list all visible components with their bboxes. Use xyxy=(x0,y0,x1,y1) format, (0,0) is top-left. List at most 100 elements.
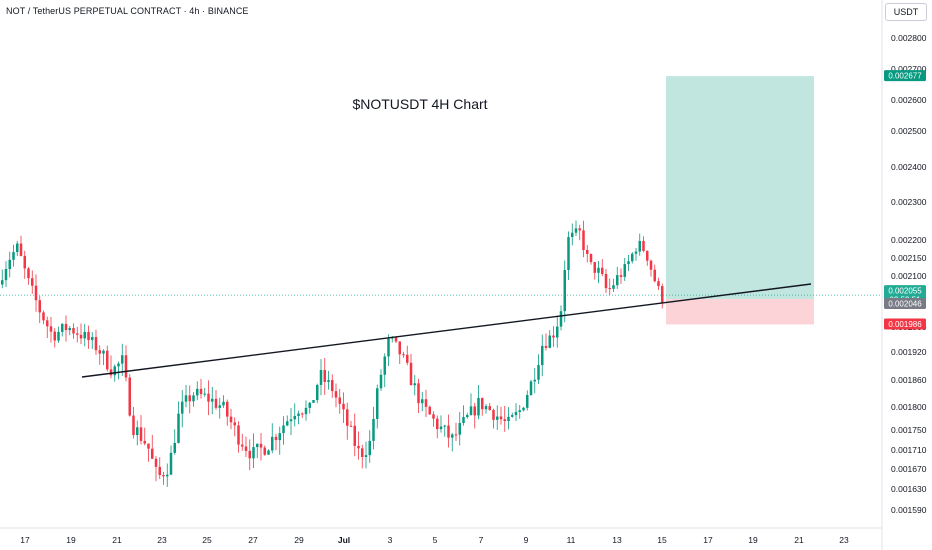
x-tick-label: Jul xyxy=(338,535,350,545)
candle-body xyxy=(353,425,356,446)
candle xyxy=(94,329,98,355)
candle xyxy=(368,430,371,463)
candle-body xyxy=(376,388,379,419)
candle xyxy=(556,315,559,348)
candle xyxy=(533,368,536,394)
candle xyxy=(492,408,495,429)
x-tick-label: 15 xyxy=(657,535,667,545)
candle-body xyxy=(556,326,559,338)
candle-body xyxy=(657,281,660,287)
price-badge-label: 0.002046 xyxy=(888,299,922,308)
candle xyxy=(304,400,308,421)
candle-body xyxy=(507,416,510,422)
candle xyxy=(151,434,154,460)
price-badge: 0.002677 xyxy=(884,70,926,82)
candle xyxy=(601,258,604,277)
candle xyxy=(252,433,255,469)
candle xyxy=(72,323,75,339)
candle xyxy=(342,392,345,424)
candle-body xyxy=(293,415,296,420)
candle xyxy=(331,374,334,398)
candle xyxy=(544,333,548,351)
candle-body xyxy=(342,403,345,410)
candle-body xyxy=(488,406,491,410)
candle xyxy=(376,384,379,429)
candle xyxy=(237,421,240,453)
candle-body xyxy=(211,398,214,402)
candle xyxy=(53,328,56,348)
candle xyxy=(8,251,11,278)
candle-body xyxy=(327,380,330,382)
candle xyxy=(623,257,626,281)
candle-body xyxy=(559,311,563,327)
candle xyxy=(383,353,386,388)
candle xyxy=(402,351,405,358)
candle xyxy=(372,406,375,450)
candle xyxy=(87,325,90,349)
candle xyxy=(49,316,53,343)
candle-body xyxy=(169,452,173,475)
candle-body xyxy=(263,447,266,455)
candle-body xyxy=(612,285,615,289)
candle-body xyxy=(316,384,319,401)
candle-body xyxy=(301,413,304,415)
candle xyxy=(241,433,244,451)
candle-body xyxy=(522,407,525,411)
candle-body xyxy=(91,337,94,341)
candle xyxy=(177,401,180,444)
candle-body xyxy=(139,427,143,441)
candle-body xyxy=(199,388,203,395)
candle xyxy=(552,326,555,347)
candle-body xyxy=(76,333,79,335)
candle-body xyxy=(158,466,161,476)
candle xyxy=(199,378,203,399)
candle-body xyxy=(68,328,71,331)
y-tick-label: 0.002600 xyxy=(891,95,927,105)
candle-body xyxy=(132,415,135,436)
x-tick-label: 25 xyxy=(202,535,212,545)
price-badge-label: 0.001986 xyxy=(888,320,922,329)
candle xyxy=(578,224,581,241)
candle-body xyxy=(166,474,169,477)
candle-body xyxy=(372,418,375,441)
candle-body xyxy=(192,395,195,402)
candle-body xyxy=(544,345,548,348)
candle-body xyxy=(308,402,311,408)
candle-body xyxy=(589,253,593,263)
x-axis-labels: 17 19 21 23 25 27 29 Jul 3 5 7 9 11 13 15 17 19 21 23 xyxy=(20,535,849,545)
candle-body xyxy=(548,335,551,348)
candle-body xyxy=(574,228,578,233)
currency-button[interactable]: USDT xyxy=(885,3,927,21)
candle xyxy=(46,316,49,338)
candle-body xyxy=(173,442,176,453)
candle xyxy=(499,406,503,425)
candle-body xyxy=(162,475,165,477)
candle xyxy=(469,393,473,416)
candle-body xyxy=(533,379,536,382)
candle xyxy=(158,457,161,480)
candle xyxy=(12,244,15,267)
candle-body xyxy=(226,401,229,417)
candle-body xyxy=(357,445,360,449)
candle xyxy=(409,354,413,386)
candle xyxy=(428,405,431,415)
candle xyxy=(353,413,356,457)
candle-body xyxy=(53,331,56,341)
candle-body xyxy=(244,446,248,451)
candle-body xyxy=(271,436,274,451)
candle xyxy=(319,359,323,396)
candle xyxy=(169,445,173,476)
candle xyxy=(413,375,416,396)
candle-body xyxy=(387,338,390,357)
x-tick-label: 7 xyxy=(479,535,484,545)
candle xyxy=(462,405,465,426)
price-badge: 0.002046 xyxy=(884,297,926,309)
candle xyxy=(229,408,233,430)
candle xyxy=(1,269,4,289)
candle xyxy=(34,274,38,312)
candle xyxy=(612,278,615,292)
candle xyxy=(184,385,188,408)
candle-body xyxy=(143,440,146,444)
candle-body xyxy=(124,355,128,378)
